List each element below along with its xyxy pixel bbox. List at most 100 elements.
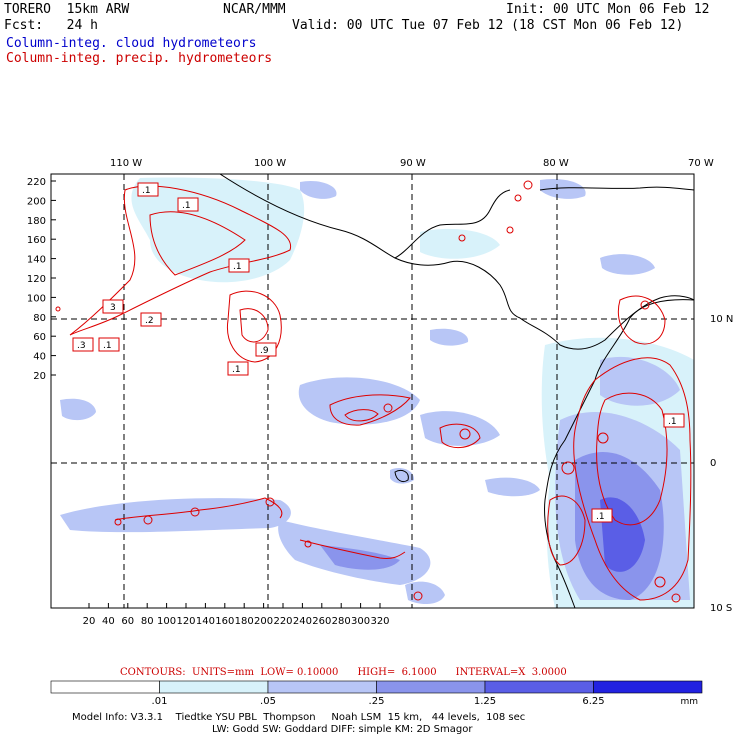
lat-labels: 10 N 0 10 S	[710, 314, 733, 614]
lat-label: 10 S	[710, 603, 732, 614]
colorbar-swatch	[159, 680, 269, 694]
cloud-region	[131, 177, 305, 283]
cloud-region	[485, 477, 540, 497]
x-tick-label: 240	[293, 616, 312, 627]
lon-label: 110 W	[110, 158, 142, 169]
precip-contour	[640, 300, 650, 310]
precip-contour	[413, 591, 423, 601]
lat-lon-grid	[51, 174, 694, 608]
y-tick-label: 180	[27, 216, 46, 227]
colorbar-label: .01	[152, 696, 168, 707]
cloud-field-label: Column-integ. cloud hydrometeors	[6, 36, 257, 51]
y-tick-label: 120	[27, 274, 46, 285]
y-tick-label: 20	[33, 371, 46, 382]
y-tick-label: 40	[33, 352, 46, 363]
x-tick-label: 300	[351, 616, 370, 627]
contour-label: .1	[663, 413, 685, 428]
colorbar-unit: mm	[680, 697, 698, 707]
contour-label-text: .1	[232, 365, 241, 375]
x-tick-label: 160	[215, 616, 234, 627]
precip-contour	[671, 593, 681, 603]
precip-contour	[573, 357, 692, 601]
x-tick-label: 260	[312, 616, 331, 627]
cloud-region	[540, 178, 586, 199]
coastline-central-america	[219, 174, 694, 350]
model-info-line2: LW: Godd SW: Goddard DIFF: simple KM: 2D…	[212, 724, 473, 735]
colorbar-label: 6.25	[582, 696, 604, 707]
y-tick-label: 100	[27, 293, 46, 304]
precip-contour	[265, 497, 275, 507]
contour-label-text: .1	[233, 262, 242, 272]
x-tick-label: 80	[141, 616, 154, 627]
precip-contour	[523, 180, 533, 190]
precip-contour	[143, 515, 153, 525]
x-tick-label: 280	[332, 616, 351, 627]
precip-contour	[344, 409, 379, 422]
cloud-region	[600, 254, 655, 275]
contour-label: .1	[98, 337, 120, 352]
contour-label-text: .9	[260, 346, 269, 356]
cloud-region	[430, 328, 469, 346]
plot-frame	[50, 173, 695, 609]
contour-label: .2	[140, 312, 162, 327]
cloud-region	[420, 228, 500, 259]
x-tick-label: 200	[254, 616, 273, 627]
lon-labels: 110 W 100 W 90 W 80 W 70 W	[110, 158, 714, 169]
colorbar-swatch	[267, 680, 377, 694]
model-name: TORERO 15km ARW	[4, 2, 130, 17]
contour-label: .1	[137, 182, 159, 197]
contour-label-text: .1	[596, 512, 605, 522]
contour-label: .3	[72, 337, 94, 352]
contour-label: .1	[591, 508, 613, 523]
x-tick-label: 100	[157, 616, 176, 627]
precip-contour	[304, 540, 312, 548]
lon-label: 100 W	[254, 158, 286, 169]
cloud-region	[320, 545, 400, 570]
x-tick-label: 180	[235, 616, 254, 627]
precip-contour	[114, 497, 283, 521]
precip-contour	[226, 290, 282, 363]
precip-contour	[69, 185, 292, 336]
colorbar-label: 1.25	[474, 696, 496, 707]
precip-contour	[239, 308, 269, 343]
coastline-cuba	[539, 186, 694, 191]
precip-contour	[190, 507, 200, 517]
cloud-region	[298, 377, 420, 425]
cloud-region	[420, 411, 500, 446]
contour-info: CONTOURS: UNITS=mm LOW= 0.10000 HIGH= 6.…	[120, 667, 567, 678]
precip-contour	[561, 461, 575, 475]
lon-label: 80 W	[543, 158, 569, 169]
contour-label: .1	[227, 361, 249, 376]
x-tick-label: 140	[196, 616, 215, 627]
lat-label: 0	[710, 458, 716, 469]
x-tick-label: 20	[83, 616, 96, 627]
x-tick-label: 60	[121, 616, 134, 627]
x-tick-label: 220	[273, 616, 292, 627]
y-tick-label: 140	[27, 255, 46, 266]
precip-contour	[299, 539, 406, 559]
contour-label: 3	[102, 299, 124, 314]
y-tick-label: 220	[27, 177, 46, 188]
y-tick-label: 80	[33, 313, 46, 324]
precip-contour	[383, 403, 393, 413]
x-tick-label: 120	[176, 616, 195, 627]
precip-contour	[439, 423, 481, 448]
y-tick-label: 160	[27, 235, 46, 246]
colorbar-swatch	[376, 680, 486, 694]
lon-label: 90 W	[400, 158, 426, 169]
galapagos	[394, 469, 409, 483]
contour-label-group: .1 .1 .1 3 .2 .3 .1 .1 .9 .1 .1	[72, 182, 685, 523]
colorbar-swatch	[593, 680, 703, 694]
valid-time: Valid: 00 UTC Tue 07 Feb 12 (18 CST Mon …	[292, 18, 684, 33]
precip-contour	[596, 392, 668, 526]
cloud-region	[405, 581, 445, 605]
x-tick-label: 320	[370, 616, 389, 627]
precip-field-label: Column-integ. precip. hydrometeors	[6, 51, 273, 66]
lat-label: 10 N	[710, 314, 733, 325]
contour-label-text: .1	[103, 341, 112, 351]
contour-label-text: .1	[142, 186, 151, 196]
precip-contours	[55, 180, 692, 603]
precip-contour	[114, 518, 122, 526]
colorbar-label: .25	[369, 696, 385, 707]
